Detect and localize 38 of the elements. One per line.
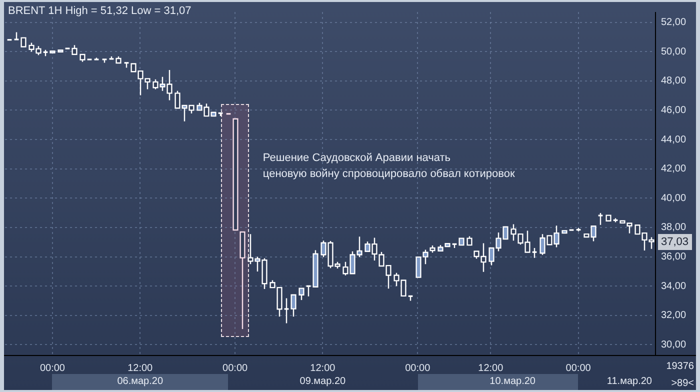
candlestick [598,212,604,226]
candlestick [240,231,246,330]
y-tick-label: 42,00 [661,164,686,175]
y-tick-label: 30,00 [661,339,686,350]
candlestick [58,50,64,52]
x-tick-label: 12:00 [478,362,504,374]
y-tick-label: 46,00 [661,104,686,116]
candlestick [232,118,238,231]
y-tick-label: 48,00 [661,76,686,87]
y-tick-label: 52,00 [661,17,686,28]
y-tick-label: 50,00 [661,46,686,58]
x-tick-label: 00:00 [405,362,431,374]
text: 06.мар.20 [117,375,164,389]
x-tick-label: 12:00 [310,362,336,374]
chart-title: BRENT 1H High = 51,32 Low = 31,07 [8,4,192,19]
text: 10.мар.20 [490,375,536,389]
y-tick-label: 32,00 [661,310,686,322]
annotation: 37,03 [658,234,692,250]
candlestick [284,298,290,324]
y-tick-label: 36,00 [661,252,686,263]
y-tick-label: 40,00 [661,192,686,204]
x-tick-label: 00:00 [222,362,248,374]
x-tick-label: 12:00 [128,362,154,374]
candlestick [20,37,26,48]
x-tick-label: 00:00 [40,362,66,374]
y-tick-label: 34,00 [661,280,686,292]
text: >89< [671,377,694,391]
x-tick-label: 00:00 [566,362,592,374]
annotation: Решение Саудовской Аравии начать ценовую войну спровоцировало обвал котировок [262,151,515,182]
candlestick [606,214,612,222]
text: 09.мар.20 [300,375,346,389]
candlestick [562,230,568,234]
y-tick-label: 44,00 [661,134,686,146]
candlestick [50,50,56,54]
candlestick [458,238,464,246]
text: 11.мар.20 [606,375,652,389]
y-tick-label: 38,00 [661,222,686,234]
text: 19376 [666,360,694,374]
